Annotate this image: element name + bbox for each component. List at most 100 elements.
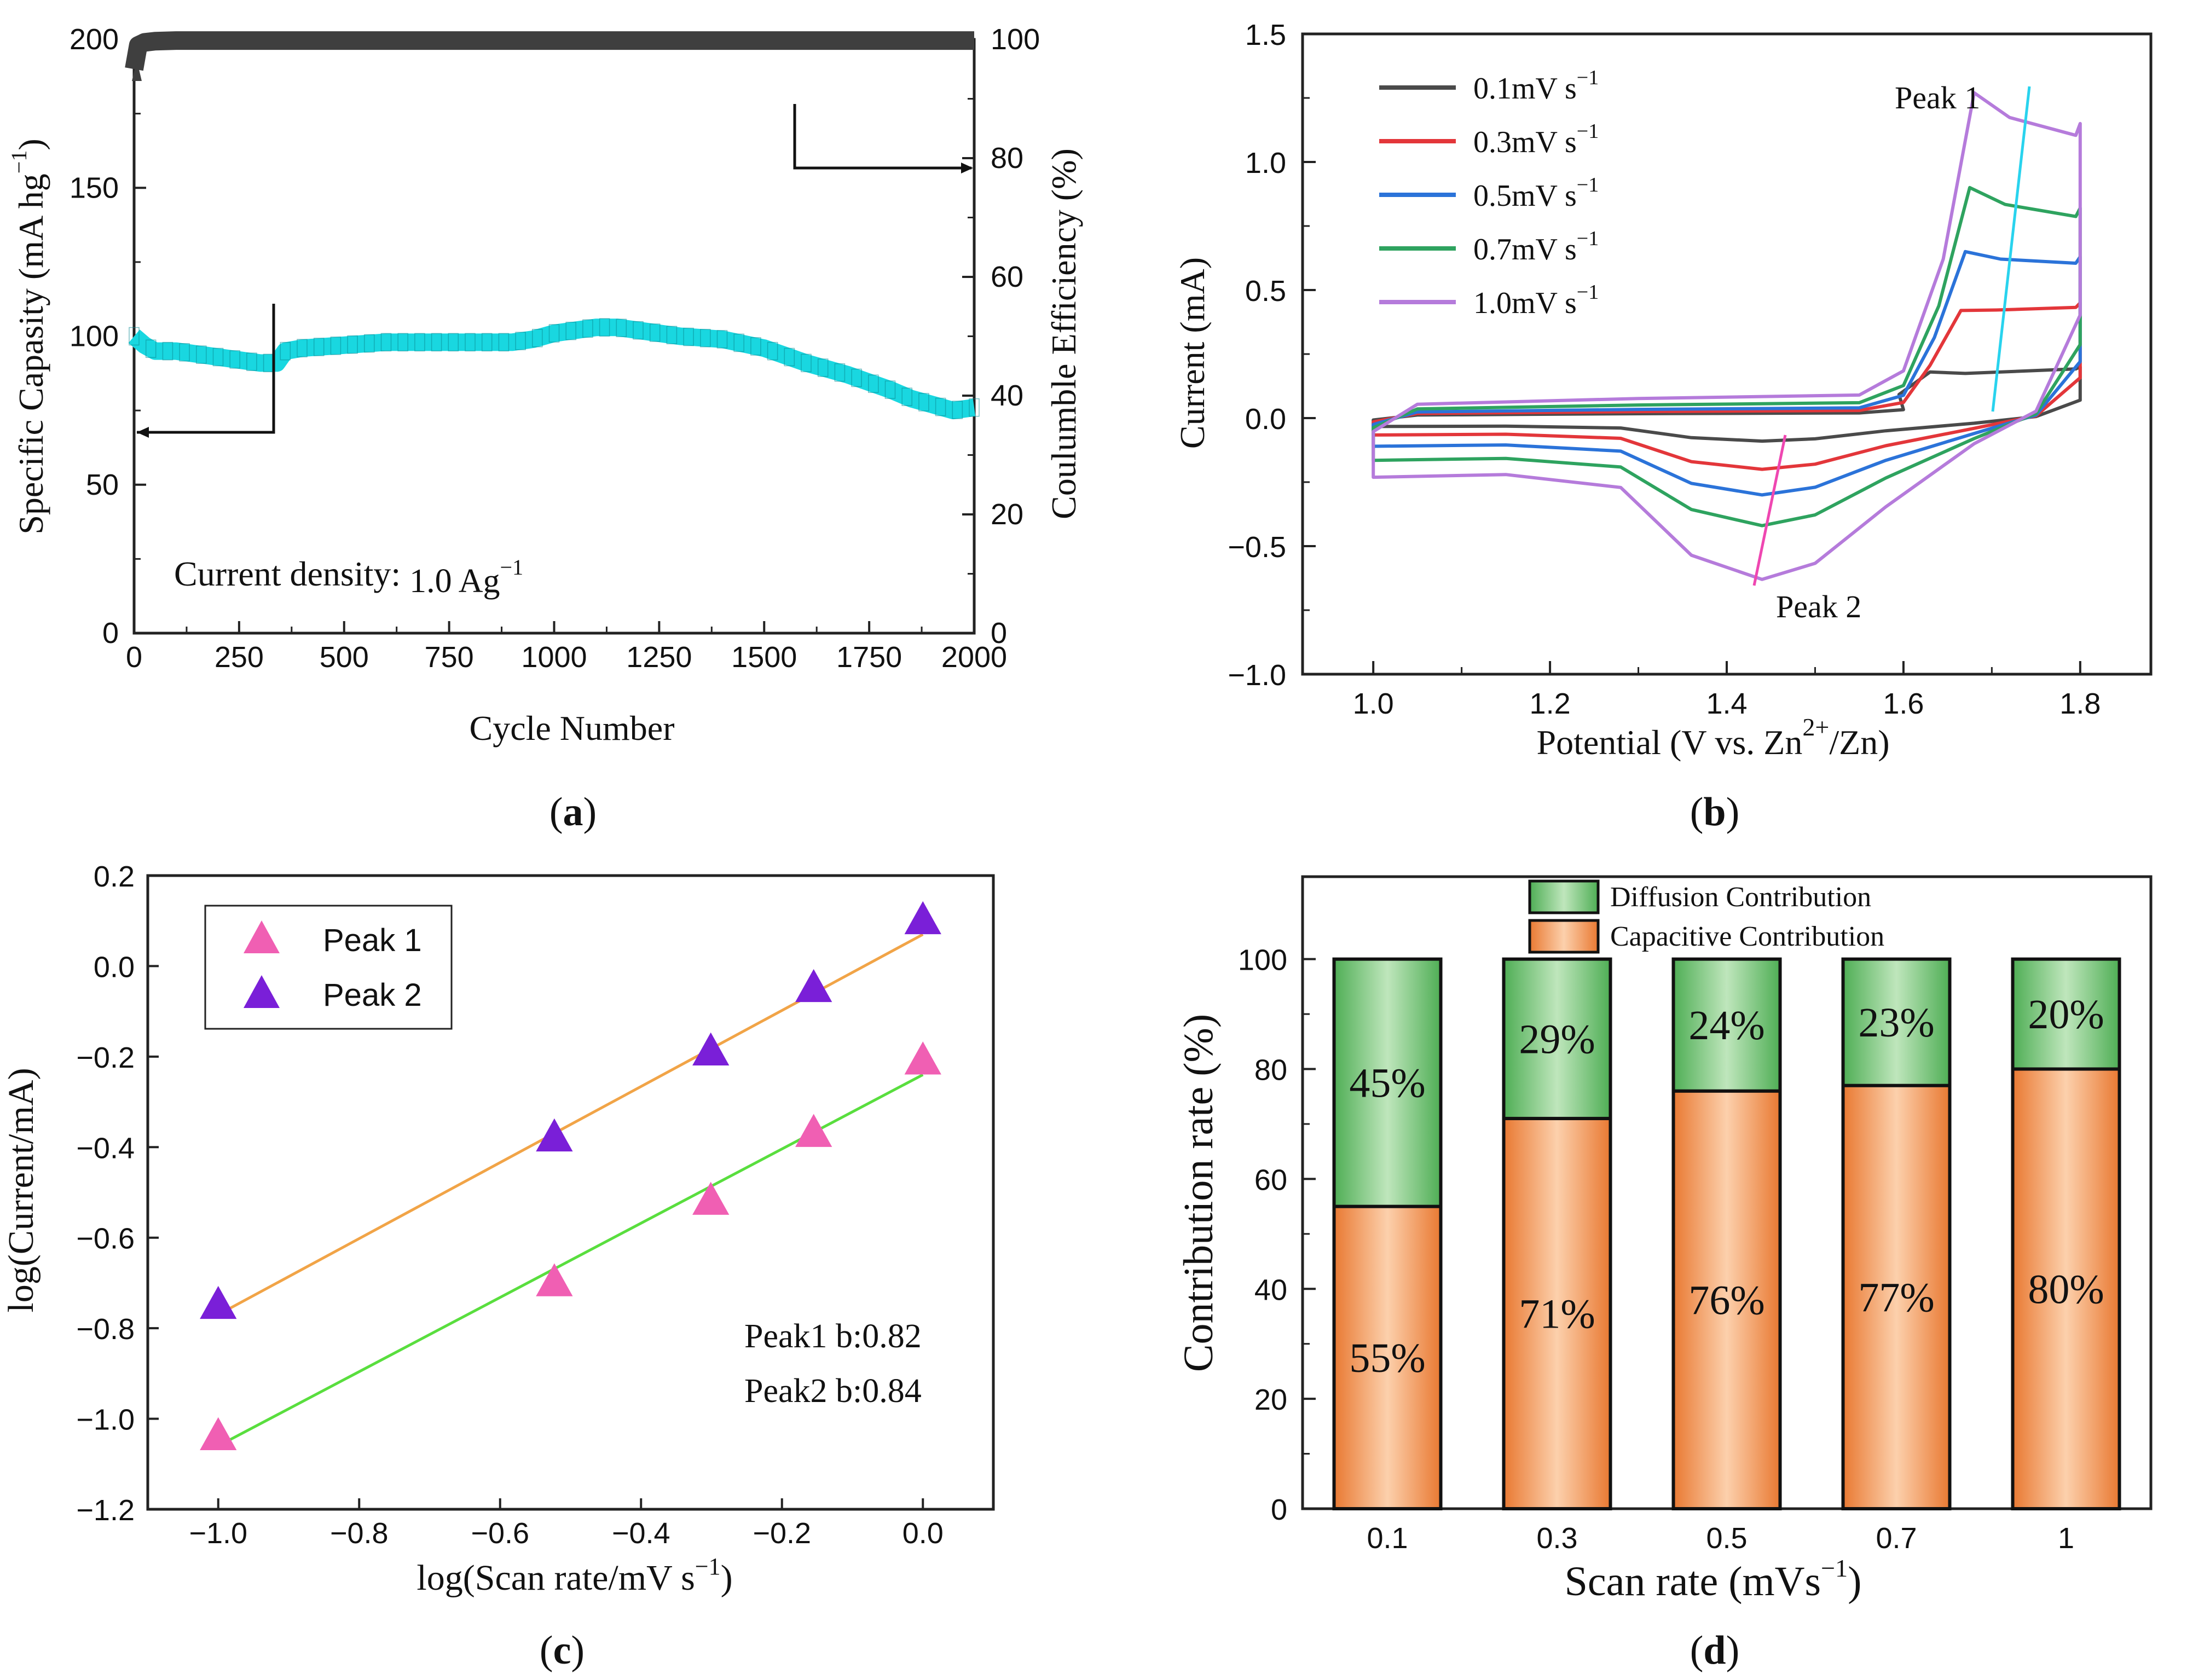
cv-curve-0-1 bbox=[1372, 365, 2082, 443]
panel-b-legend-entry: 0.1mV s−1 bbox=[1473, 66, 1599, 106]
panel-c-x-tick-label: −0.6 bbox=[471, 1517, 529, 1550]
panel-c-y-tick-label: −0.8 bbox=[76, 1313, 135, 1346]
peak2-marker bbox=[536, 1118, 573, 1152]
capacity-marker bbox=[750, 337, 761, 356]
capacity-arrow-head bbox=[137, 427, 149, 438]
panel-c-x-tick-label: −1.0 bbox=[189, 1517, 247, 1550]
panel-c-y-tick-label: −0.4 bbox=[76, 1132, 135, 1165]
capacity-marker bbox=[448, 333, 459, 352]
peak2-guide-line bbox=[1752, 435, 1787, 586]
panel-b-legend-entry: 0.7mV s−1 bbox=[1473, 227, 1599, 267]
capacity-marker bbox=[884, 380, 896, 399]
panel-a-right-tick-label: 100 bbox=[991, 23, 1040, 56]
capacity-marker bbox=[280, 341, 291, 361]
panel-c-y-tick-label: −1.0 bbox=[76, 1404, 135, 1436]
peak2-b-annotation: Peak2 b:0.84 bbox=[744, 1372, 922, 1410]
panel-a-x-tick-label: 1500 bbox=[731, 641, 797, 674]
panel-a-x-tick-label: 0 bbox=[126, 641, 142, 674]
panel-a-right-tick-label: 60 bbox=[991, 260, 1023, 293]
coulombic-efficiency-first-marker bbox=[132, 60, 142, 81]
capacity-marker bbox=[817, 358, 829, 377]
panel-b-x-tick-label: 1.2 bbox=[1530, 687, 1571, 720]
panel-a: 0 250 500 750 1000 1250 1500 1750 20000501001502… bbox=[7, 23, 1083, 835]
panel-b-y-tick-label: −0.5 bbox=[1228, 531, 1286, 564]
panel-d-x-tick-label: 1 bbox=[2058, 1522, 2074, 1555]
panel-d-y-label: Contribution rate (%) bbox=[1176, 1014, 1222, 1372]
panel-d-x-tick-label: 0.1 bbox=[1367, 1522, 1408, 1555]
panel-a-x-tick-label: 500 bbox=[320, 641, 369, 674]
panel-d-y-tick-label: 60 bbox=[1254, 1163, 1287, 1196]
panel-c-x-tick-label: −0.8 bbox=[330, 1517, 389, 1550]
capacity-marker bbox=[229, 350, 240, 369]
capacity-marker bbox=[162, 341, 173, 361]
panel-b-y-tick-label: 1.0 bbox=[1245, 147, 1286, 179]
capacity-marker bbox=[868, 374, 879, 393]
capacity-marker bbox=[313, 338, 325, 356]
capacity-marker bbox=[716, 330, 728, 349]
peak2-marker bbox=[200, 1285, 237, 1319]
panel-c: −1.0 −0.8 −0.6 −0.4 −0.2 0.0 −1.2 −1.0 −0.8 −0.6 −… bbox=[1, 860, 995, 1673]
panel-c-x-tick-label: −0.2 bbox=[753, 1517, 811, 1550]
panel-a-left-tick-label: 0 bbox=[102, 617, 119, 650]
capacity-marker bbox=[145, 339, 157, 358]
panel-c-y-tick-label: −0.2 bbox=[76, 1041, 135, 1074]
panel-c-y-tick-label: −1.2 bbox=[76, 1494, 135, 1527]
panel-c-legend-marker bbox=[244, 975, 280, 1008]
panel-a-right-tick-label: 20 bbox=[991, 498, 1023, 531]
panel-a-left-tick-label: 150 bbox=[70, 171, 119, 204]
capacity-marker bbox=[431, 333, 442, 352]
capacity-marker bbox=[784, 347, 795, 367]
capacity-marker bbox=[901, 387, 912, 406]
panel-a-right-y-label: Coulumble Efficiency (%) bbox=[1044, 148, 1083, 519]
coulombic-efficiency-series bbox=[125, 31, 974, 71]
panel-b-x-tick-label: 1.4 bbox=[1706, 687, 1747, 720]
panel-d-x-tick-label: 0.5 bbox=[1706, 1522, 1747, 1555]
capacity-marker bbox=[364, 334, 375, 353]
capacitive-percent-label: 76% bbox=[1688, 1277, 1764, 1323]
panel-d-legend-swatch bbox=[1528, 919, 1600, 954]
panel-c-legend-marker bbox=[244, 920, 280, 953]
panel-c-x-label: log(Scan rate/mV s−1) bbox=[416, 1553, 732, 1598]
panel-b-legend-entry: 1.0mV s−1 bbox=[1473, 281, 1599, 320]
diffusion-percent-label: 23% bbox=[1858, 1000, 1934, 1046]
capacity-marker bbox=[633, 321, 644, 340]
capacity-marker bbox=[465, 333, 476, 352]
efficiency-axis-arrow bbox=[793, 104, 971, 170]
capacitive-percent-label: 77% bbox=[1858, 1275, 1934, 1320]
panel-b-y-tick-label: 0.0 bbox=[1245, 403, 1286, 436]
capacity-marker bbox=[700, 329, 711, 347]
diffusion-percent-label: 20% bbox=[2028, 992, 2104, 1038]
diffusion-percent-label: 29% bbox=[1519, 1016, 1595, 1062]
capacity-marker bbox=[515, 332, 526, 350]
capacity-marker bbox=[582, 319, 593, 338]
diffusion-bar bbox=[1841, 957, 1952, 1087]
panel-a-x-tick-label: 250 bbox=[215, 641, 264, 674]
capacity-marker bbox=[666, 326, 678, 345]
panel-a-left-tick-label: 50 bbox=[86, 468, 119, 501]
panel-c-x-tick-label: −0.4 bbox=[612, 1517, 670, 1550]
capacity-marker bbox=[246, 352, 257, 371]
capacity-marker bbox=[599, 318, 610, 337]
panel-d-y-tick-label: 20 bbox=[1254, 1383, 1287, 1416]
diffusion-bar bbox=[1671, 957, 1782, 1093]
capacity-marker bbox=[649, 323, 661, 342]
panel-d-x-tick-label: 0.3 bbox=[1536, 1522, 1577, 1555]
panel-b-x-tick-label: 1.8 bbox=[2059, 687, 2101, 720]
panel-c-legend-entry: Peak 1 bbox=[323, 923, 422, 958]
capacitive-percent-label: 71% bbox=[1519, 1291, 1595, 1337]
capacity-marker bbox=[397, 333, 408, 352]
diffusion-bar bbox=[1332, 957, 1443, 1208]
capacity-marker bbox=[498, 333, 510, 352]
capacity-marker bbox=[297, 339, 308, 357]
diffusion-bar bbox=[1502, 957, 1612, 1120]
panel-b: 1.0 1.2 1.4 1.6 1.8 −1.0 −0.5 0.0 0.5 1.0 1.5 0.1m… bbox=[1173, 19, 2153, 835]
panel-a-right-tick-label: 80 bbox=[991, 142, 1023, 175]
panel-a-x-tick-label: 750 bbox=[425, 641, 474, 674]
panel-d-label: (d) bbox=[1690, 1628, 1739, 1673]
panel-c-legend-box bbox=[204, 905, 453, 1030]
capacity-axis-arrow bbox=[137, 304, 275, 434]
specific-capacity-series bbox=[128, 318, 976, 420]
panel-c-y-tick-label: −0.6 bbox=[76, 1223, 135, 1255]
panel-c-y-label: log(Current/mA) bbox=[1, 1068, 41, 1312]
